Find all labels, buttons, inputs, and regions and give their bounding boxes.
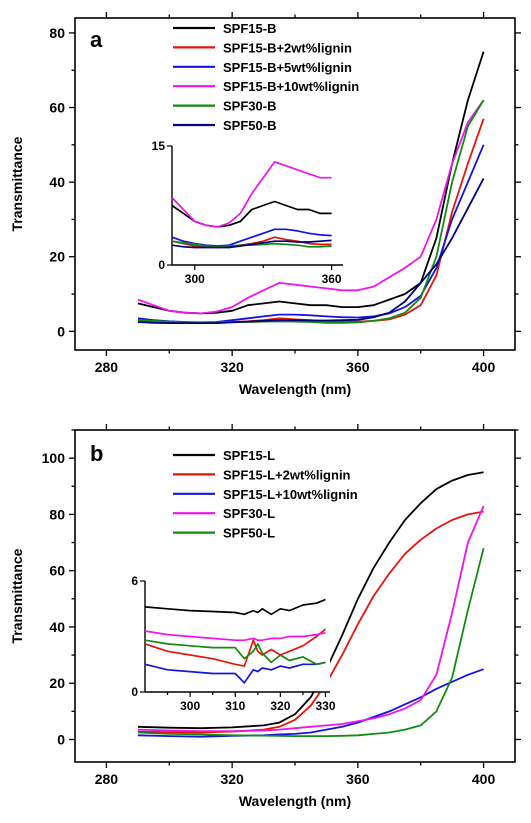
legend-entry: SPF15-B+5wt%lignin (223, 60, 352, 75)
panel-a: 280 320 360 400 0 20 40 60 80 Wavelength (nm) Tran… (9, 12, 521, 397)
y-tick-label: 0 (57, 731, 65, 747)
x-axis-label: Wavelength (nm) (239, 381, 351, 397)
legend-entry: SPF15-B (223, 21, 276, 36)
inset-series-line-3 (144, 661, 326, 684)
x-tick-label: 360 (346, 771, 370, 787)
inset-x-tick-label: 310 (225, 699, 245, 713)
inset-y-tick-label: 0 (131, 685, 138, 699)
inset-series-line-4 (144, 630, 326, 642)
y-tick-label: 80 (49, 506, 65, 522)
x-tick-label: 360 (346, 359, 370, 375)
x-tick-label: 280 (95, 359, 119, 375)
legend-entry: SPF15-B+10wt%lignin (223, 79, 359, 94)
inset-y-tick-label: 15 (152, 139, 166, 153)
y-axis-label: Transmittance (9, 548, 25, 643)
series-line-6 (137, 177, 485, 324)
legend-entry: SPF15-B+2wt%lignin (223, 40, 352, 55)
series-line-5 (137, 547, 485, 737)
inset-y-tick-label: 6 (131, 574, 138, 588)
x-axis-label: Wavelength (nm) (239, 793, 351, 809)
series-line-1 (137, 471, 484, 730)
inset-x-tick-label: 330 (315, 699, 335, 713)
y-tick-label: 40 (49, 619, 65, 635)
y-tick-label: 100 (42, 450, 66, 466)
legend-entry: SPF50-L (223, 526, 275, 541)
inset: 300 310 320 330 0 6 (131, 574, 336, 713)
inset-series-line-5 (144, 639, 326, 666)
inset-series-line-4 (171, 161, 332, 228)
inset-series-line-6 (171, 239, 332, 249)
y-tick-label: 60 (49, 563, 65, 579)
series-line-4 (137, 505, 485, 732)
inset-x-tick-label: 360 (322, 272, 342, 286)
y-tick-label: 0 (57, 323, 65, 339)
legend: SPF15-L SPF15-L+2wt%lignin SPF15-L+10wt%li… (173, 448, 358, 541)
inset-x-tick-label: 300 (185, 272, 205, 286)
y-tick-label: 40 (49, 174, 65, 190)
y-tick-label: 80 (49, 25, 65, 41)
legend-entry: SPF50-B (223, 118, 276, 133)
inset-y-tick-label: 0 (158, 258, 165, 272)
inset: 300 360 0 15 (152, 139, 343, 286)
inset-x-tick-label: 320 (270, 699, 290, 713)
inset-x-tick-label: 300 (180, 699, 200, 713)
legend-entry: SPF30-L (223, 506, 275, 521)
legend-entry: SPF30-B (223, 99, 276, 114)
x-tick-label: 320 (220, 359, 244, 375)
panel-label: a (90, 27, 103, 52)
x-tick-label: 400 (472, 771, 496, 787)
legend-entry: SPF15-L (223, 448, 275, 463)
legend: SPF15-B SPF15-B+2wt%lignin SPF15-B+5wt%lig… (173, 21, 359, 133)
series-line-4 (137, 99, 485, 315)
y-tick-label: 20 (49, 249, 65, 265)
x-tick-label: 280 (95, 771, 119, 787)
legend-entry: SPF15-L+10wt%lignin (223, 487, 358, 502)
y-axis-label: Transmittance (9, 136, 25, 231)
legend-entry: SPF15-L+2wt%lignin (223, 467, 351, 482)
x-tick-label: 400 (472, 359, 496, 375)
y-tick-label: 20 (49, 675, 65, 691)
x-tick-label: 320 (220, 771, 244, 787)
inset-series-line-1 (144, 598, 326, 616)
inset-series-line-2 (144, 628, 327, 667)
y-tick-label: 60 (49, 100, 65, 116)
panel-label: b (90, 441, 103, 466)
